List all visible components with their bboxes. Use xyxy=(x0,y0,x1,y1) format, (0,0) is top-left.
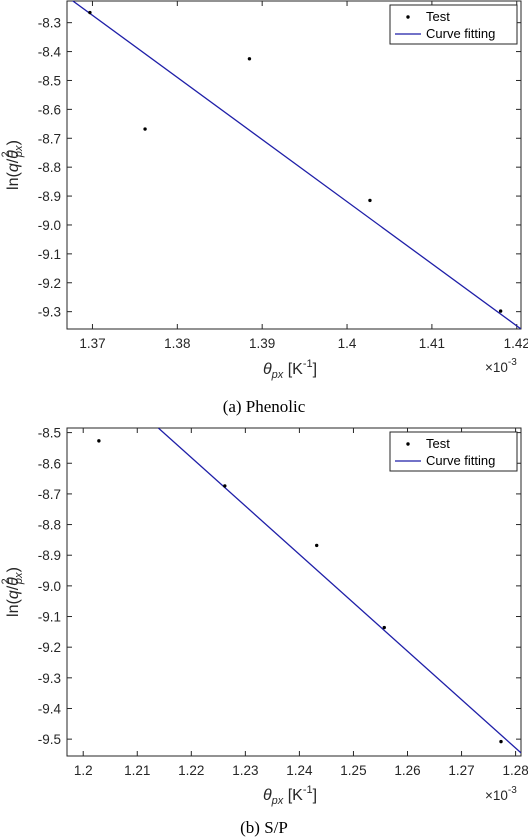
legend: Test Curve fitting xyxy=(389,431,518,472)
legend-marker-test xyxy=(406,442,410,446)
data-point xyxy=(382,625,386,630)
legend-marker-test xyxy=(406,15,410,19)
x-tick-label: 1.24 xyxy=(286,763,313,778)
y-tick-label: -9.3 xyxy=(38,671,61,686)
data-point xyxy=(498,309,503,313)
x-tick-label: 1.41 xyxy=(419,336,445,351)
x-tick-label: 1.38 xyxy=(164,336,190,351)
y-tick-label: -8.5 xyxy=(38,73,61,88)
x-multiplier: ×10-3 xyxy=(485,357,517,375)
x-axis-label: θpx [K-1] xyxy=(263,784,317,807)
legend-label-fit: Curve fitting xyxy=(426,26,495,41)
data-point xyxy=(97,439,101,443)
x-tick-label: 1.25 xyxy=(340,763,366,778)
y-tick-label: -9.3 xyxy=(38,305,61,320)
legend-label-fit: Curve fitting xyxy=(426,453,495,468)
x-tick-label: 1.22 xyxy=(178,763,204,778)
fit-line xyxy=(157,428,521,754)
data-point xyxy=(499,739,503,744)
y-tick-label: -9.2 xyxy=(38,276,61,291)
legend: Test Curve fitting xyxy=(389,4,518,45)
x-tick-label: 1.37 xyxy=(79,336,105,351)
legend-box xyxy=(389,431,518,472)
legend-label-test: Test xyxy=(426,436,450,451)
y-tick-label: -8.4 xyxy=(38,45,62,60)
plot-area xyxy=(66,427,522,757)
data-point xyxy=(88,10,92,15)
legend-label-test: Test xyxy=(426,9,450,24)
y-tick-label: -9.5 xyxy=(38,732,61,747)
y-tick-label: -8.6 xyxy=(38,102,61,117)
x-tick-label: 1.42 xyxy=(504,336,528,351)
x-multiplier: ×10-3 xyxy=(485,785,517,803)
x-tick-label: 1.28 xyxy=(502,763,528,778)
y-tick-label: -9.1 xyxy=(38,247,61,262)
y-tick-label: -8.9 xyxy=(38,548,61,563)
x-axis-label: θpx [K-1] xyxy=(263,358,317,381)
y-tick-label: -8.9 xyxy=(38,189,61,204)
data-point xyxy=(368,198,372,203)
chart-phenolic: 1.37 1.38 1.39 1.4 1.41 1.42 -8.3 -8.4 -8.5 -8.6 -… xyxy=(0,0,528,416)
panel-caption: (b) S/P xyxy=(240,818,288,837)
data-point xyxy=(223,484,227,488)
y-tick-label: -9.1 xyxy=(38,610,61,625)
x-tick-label: 1.4 xyxy=(338,336,357,351)
y-tick-label: -9.4 xyxy=(38,701,62,716)
data-point xyxy=(143,127,147,131)
data-point xyxy=(315,543,319,548)
x-tick-label: 1.39 xyxy=(249,336,275,351)
y-tick-label: -8.8 xyxy=(38,518,61,533)
x-tick-label: 1.23 xyxy=(232,763,258,778)
y-tick-label: -9.2 xyxy=(38,640,61,655)
fit-line xyxy=(71,1,521,329)
chart-s-p: 1.2 1.21 1.22 1.23 1.24 1.25 1.26 1.27 1.28 -8.5 -… xyxy=(0,426,528,837)
y-axis-label: ln(q/θpx2) xyxy=(0,567,25,617)
x-tick-label: 1.2 xyxy=(74,763,93,778)
y-tick-label: -8.8 xyxy=(38,160,61,175)
y-tick-label: -9.0 xyxy=(38,579,61,594)
data-point xyxy=(247,57,252,61)
y-tick-label: -8.7 xyxy=(38,487,61,502)
y-tick-label: -8.3 xyxy=(38,16,61,31)
x-tick-label: 1.21 xyxy=(124,763,150,778)
y-tick-label: -8.7 xyxy=(38,131,61,146)
legend-box xyxy=(389,4,518,45)
panel-caption: (a) Phenolic xyxy=(223,397,306,416)
x-tick-label: 1.27 xyxy=(448,763,474,778)
y-axis-label: ln(q/θpx2) xyxy=(0,140,25,190)
y-tick-label: -8.6 xyxy=(38,456,61,471)
x-tick-label: 1.26 xyxy=(394,763,420,778)
y-tick-label: -9.0 xyxy=(38,218,61,233)
y-tick-label: -8.5 xyxy=(38,426,61,441)
